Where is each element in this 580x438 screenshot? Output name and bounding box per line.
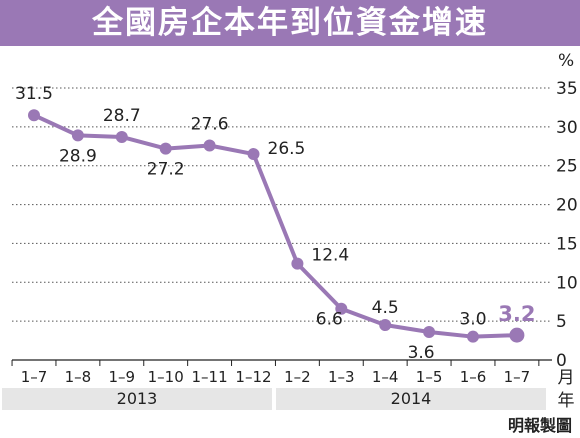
data-label: 6.6 [316, 310, 343, 330]
x-tick-label: 1–3 [328, 368, 355, 386]
data-point [335, 302, 348, 315]
data-point [379, 319, 392, 332]
year-label-2014: 2014 [390, 389, 432, 408]
y-tick-label: 25 [556, 157, 578, 177]
data-label: 28.9 [59, 146, 97, 166]
data-point [203, 139, 216, 152]
x-tick-label: 1–2 [284, 368, 311, 386]
data-label: 27.6 [191, 115, 229, 135]
y-tick-label: 0 [556, 351, 567, 371]
y-tick-label: 15 [556, 234, 578, 254]
year-label-2013: 2013 [116, 389, 158, 408]
data-point [247, 148, 260, 161]
data-label: 3.6 [408, 343, 435, 363]
x-axis-label-year: 年 [558, 391, 575, 411]
chart-title: 全國房企本年到位資金增速 [92, 5, 488, 41]
data-point [291, 257, 304, 270]
y-axis-label: % [558, 51, 574, 71]
data-label: 3.0 [459, 310, 486, 330]
x-tick-label: 1–7 [504, 368, 531, 386]
data-label: 26.5 [268, 139, 306, 159]
data-point [423, 326, 436, 339]
data-point [115, 130, 128, 143]
title-bar [0, 0, 580, 46]
y-tick-label: 20 [556, 196, 578, 216]
data-point [28, 109, 40, 122]
data-label: 31.5 [15, 84, 53, 104]
data-point [509, 327, 525, 343]
data-label: 4.5 [372, 298, 399, 318]
data-label: 28.7 [103, 106, 141, 126]
x-tick-label: 1–5 [416, 368, 443, 386]
x-tick-label: 1–8 [65, 368, 92, 386]
year-band-2014 [276, 388, 546, 410]
series-line [32, 113, 519, 339]
data-point [71, 129, 84, 142]
data-point [159, 142, 172, 155]
data-label: 3.2 [498, 302, 535, 326]
y-tick-label: 10 [556, 273, 578, 293]
data-label: 12.4 [311, 246, 349, 266]
credit-label: 明報製圖 [507, 416, 572, 435]
y-tick-label: 30 [556, 118, 578, 138]
year-band-2013 [2, 388, 272, 410]
data-point [467, 330, 479, 343]
x-tick-label: 1–6 [460, 368, 487, 386]
y-tick-label: 5 [556, 312, 567, 332]
x-tick-label: 1–7 [21, 368, 48, 386]
data-label: 27.2 [147, 160, 185, 180]
x-tick-label: 1–11 [192, 368, 228, 386]
x-tick-label: 1–10 [148, 368, 184, 386]
x-tick-label: 1–4 [372, 368, 399, 386]
x-tick-label: 1–9 [109, 368, 136, 386]
x-axis-label-month: 月 [558, 368, 575, 388]
x-tick-label: 1–12 [235, 368, 271, 386]
y-tick-label: 35 [556, 79, 578, 99]
